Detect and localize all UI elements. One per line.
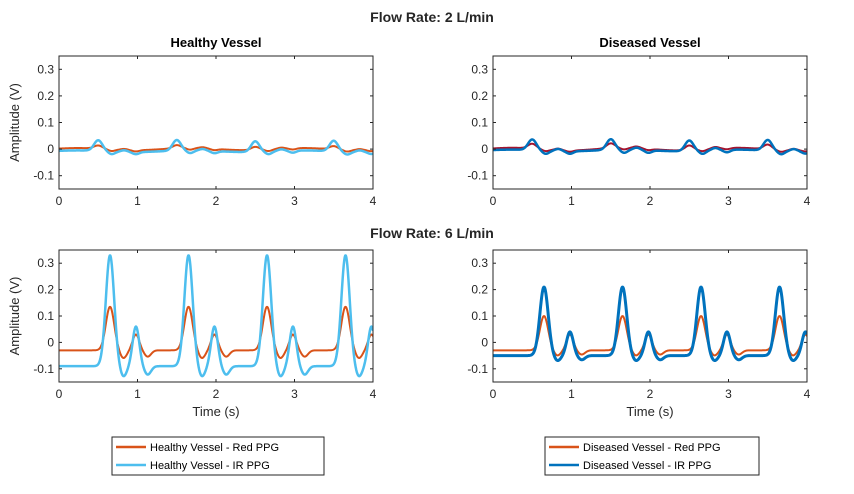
y-tick-label: 0.2 xyxy=(37,283,54,297)
y-tick-label: 0.3 xyxy=(471,62,488,76)
y-tick-label: -0.1 xyxy=(33,362,54,376)
y-tick-label: 0 xyxy=(481,142,488,156)
y-tick-label: 0.1 xyxy=(471,116,488,130)
group-title-2lmin: Flow Rate: 2 L/min xyxy=(370,9,494,25)
legend-label: Diseased Vessel - IR PPG xyxy=(583,460,711,472)
y-tick-label: 0.2 xyxy=(471,283,488,297)
legend-healthy: Healthy Vessel - Red PPG Healthy Vessel -… xyxy=(111,436,325,476)
x-tick-label: 0 xyxy=(490,387,497,401)
series-line-ir-ppg xyxy=(59,254,373,378)
x-tick-label: 0 xyxy=(56,387,63,401)
x-tick-label: 0 xyxy=(490,194,497,208)
series-line-red-ppg xyxy=(59,144,373,153)
x-tick-label: 3 xyxy=(725,194,732,208)
legend-label: Healthy Vessel - Red PPG xyxy=(150,442,279,454)
subplot-title: Healthy Vessel xyxy=(170,35,261,50)
y-tick-label: -0.1 xyxy=(467,362,488,376)
axes-box xyxy=(58,249,374,383)
x-axis-label: Time (s) xyxy=(192,404,239,419)
y-axis-label: Amplitude (V) xyxy=(7,277,22,356)
y-tick-label: 0.1 xyxy=(37,309,54,323)
x-tick-label: 4 xyxy=(804,387,811,401)
y-tick-label: 0.2 xyxy=(471,89,488,103)
y-tick-label: 0.2 xyxy=(37,89,54,103)
axes-box xyxy=(492,55,808,190)
x-tick-label: 2 xyxy=(213,194,220,208)
y-tick-label: 0 xyxy=(47,335,54,349)
x-tick-label: 2 xyxy=(647,387,654,401)
x-tick-label: 1 xyxy=(568,194,575,208)
legend-label: Diseased Vessel - Red PPG xyxy=(583,442,721,454)
y-tick-label: 0.3 xyxy=(37,256,54,270)
y-tick-label: -0.1 xyxy=(33,169,54,183)
legend-diseased: Diseased Vessel - Red PPG Diseased Vessel… xyxy=(544,436,760,476)
group-title-6lmin: Flow Rate: 6 L/min xyxy=(370,225,494,241)
series-line-ir-ppg xyxy=(493,137,807,156)
x-tick-label: 1 xyxy=(568,387,575,401)
x-tick-label: 3 xyxy=(291,194,298,208)
y-tick-label: 0.3 xyxy=(37,62,54,76)
x-tick-label: 3 xyxy=(291,387,298,401)
subplot-title: Diseased Vessel xyxy=(599,35,700,50)
y-tick-label: 0.3 xyxy=(471,256,488,270)
x-tick-label: 1 xyxy=(134,194,141,208)
y-tick-label: 0.1 xyxy=(471,309,488,323)
x-tick-label: 3 xyxy=(725,387,732,401)
x-axis-label: Time (s) xyxy=(626,404,673,419)
y-tick-label: 0.1 xyxy=(37,116,54,130)
legends: Healthy Vessel - Red PPG Healthy Vessel -… xyxy=(111,436,760,476)
series-line-ir-ppg xyxy=(493,285,807,363)
x-tick-label: 2 xyxy=(213,387,220,401)
y-tick-label: -0.1 xyxy=(467,169,488,183)
x-tick-label: 4 xyxy=(370,387,377,401)
x-tick-label: 4 xyxy=(804,194,811,208)
y-tick-label: 0 xyxy=(47,142,54,156)
legend-box xyxy=(111,436,325,476)
x-tick-label: 0 xyxy=(56,194,63,208)
series-line-red-ppg xyxy=(493,142,807,153)
x-tick-label: 1 xyxy=(134,387,141,401)
legend-box xyxy=(544,436,760,476)
y-tick-label: 0 xyxy=(481,335,488,349)
y-axis-label: Amplitude (V) xyxy=(7,83,22,162)
legend-label: Healthy Vessel - IR PPG xyxy=(150,460,270,472)
x-tick-label: 4 xyxy=(370,194,377,208)
axes-box xyxy=(58,55,374,190)
x-tick-label: 2 xyxy=(647,194,654,208)
series-line-ir-ppg xyxy=(59,138,373,156)
